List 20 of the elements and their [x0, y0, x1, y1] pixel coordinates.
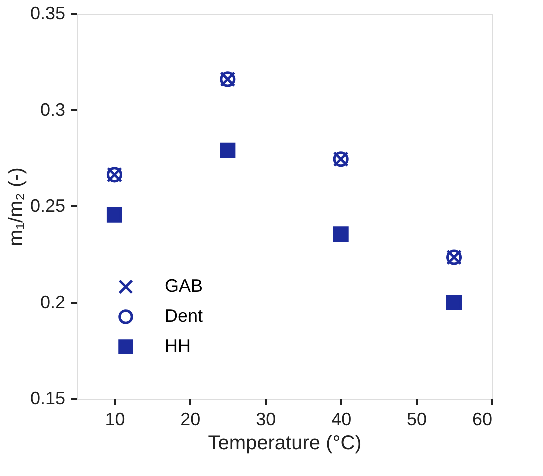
legend-label: GAB [165, 276, 204, 296]
y-tick-label: 0.3 [40, 100, 66, 120]
x-tick-label: 10 [105, 410, 126, 430]
y-tick-label: 0.25 [30, 196, 66, 216]
point [446, 294, 462, 311]
legend-label: HH [165, 336, 191, 356]
x-axis-title: Temperature (°C) [208, 432, 362, 454]
x-tick-label: 40 [332, 410, 352, 430]
y-tick-label: 0.35 [30, 4, 66, 24]
x-tick-label: 50 [407, 410, 428, 430]
point [106, 207, 122, 223]
x-tick-label: 20 [180, 410, 201, 430]
point [220, 142, 236, 158]
point [333, 226, 349, 242]
y-tick-label: 0.2 [40, 292, 66, 312]
x-tick-label: 30 [256, 410, 276, 430]
y-tick-label: 0.15 [30, 388, 66, 408]
y-axis-title: m₁/m₂ (-) [5, 168, 28, 246]
x-tick-label: 60 [472, 410, 492, 430]
legend-label: Dent [165, 306, 204, 326]
